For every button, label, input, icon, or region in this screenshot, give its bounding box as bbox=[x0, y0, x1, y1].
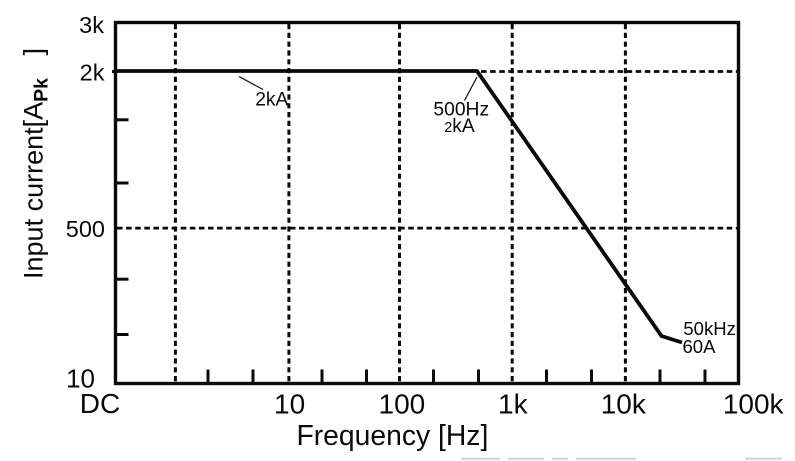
svg-text:2kA: 2kA bbox=[255, 89, 288, 110]
svg-text:60A: 60A bbox=[683, 336, 717, 357]
svg-text:DC: DC bbox=[80, 388, 120, 419]
svg-text:2k: 2k bbox=[80, 59, 105, 85]
svg-text:10k: 10k bbox=[601, 388, 647, 419]
svg-text:Frequency [Hz]: Frequency [Hz] bbox=[296, 419, 488, 451]
svg-text:100k: 100k bbox=[723, 388, 785, 419]
svg-text:2kA: 2kA bbox=[444, 116, 475, 137]
svg-text:3k: 3k bbox=[79, 12, 104, 38]
svg-text:50kHz: 50kHz bbox=[683, 318, 735, 339]
svg-text:10: 10 bbox=[66, 363, 95, 393]
svg-text:100: 100 bbox=[379, 388, 426, 419]
svg-text:1k: 1k bbox=[498, 388, 529, 419]
svg-text:500: 500 bbox=[66, 216, 105, 242]
svg-text:500Hz: 500Hz bbox=[433, 100, 489, 121]
svg-text:10: 10 bbox=[274, 388, 305, 419]
